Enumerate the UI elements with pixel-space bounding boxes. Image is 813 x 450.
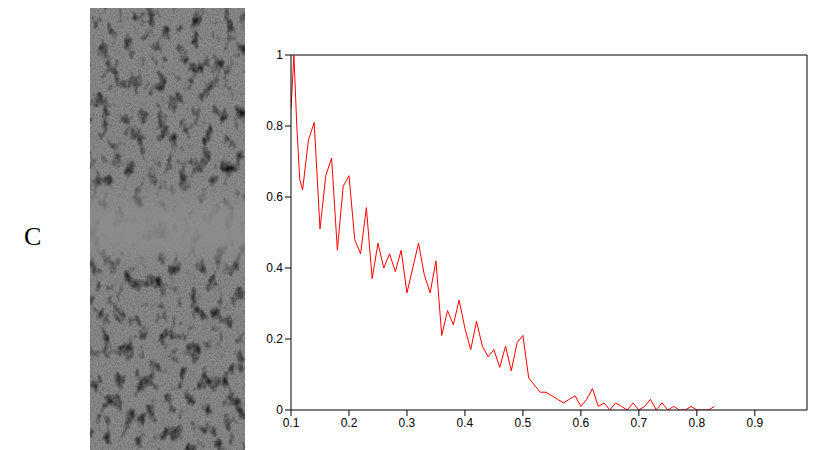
svg-text:0.3: 0.3 bbox=[399, 416, 416, 430]
svg-text:0: 0 bbox=[276, 403, 283, 417]
svg-text:0.9: 0.9 bbox=[746, 416, 763, 430]
svg-text:0.2: 0.2 bbox=[266, 332, 283, 346]
svg-text:0.6: 0.6 bbox=[266, 190, 283, 204]
svg-text:0.1: 0.1 bbox=[283, 416, 300, 430]
svg-text:0.4: 0.4 bbox=[266, 261, 283, 275]
svg-text:0.8: 0.8 bbox=[266, 119, 283, 133]
svg-text:0.8: 0.8 bbox=[688, 416, 705, 430]
svg-text:0.4: 0.4 bbox=[457, 416, 474, 430]
html-text:C: C bbox=[24, 222, 42, 251]
svg-text:0.7: 0.7 bbox=[631, 416, 648, 430]
svg-text:0.2: 0.2 bbox=[341, 416, 358, 430]
svg-text:1: 1 bbox=[276, 48, 283, 62]
svg-text:0.5: 0.5 bbox=[515, 416, 532, 430]
svg-text:0.6: 0.6 bbox=[573, 416, 590, 430]
